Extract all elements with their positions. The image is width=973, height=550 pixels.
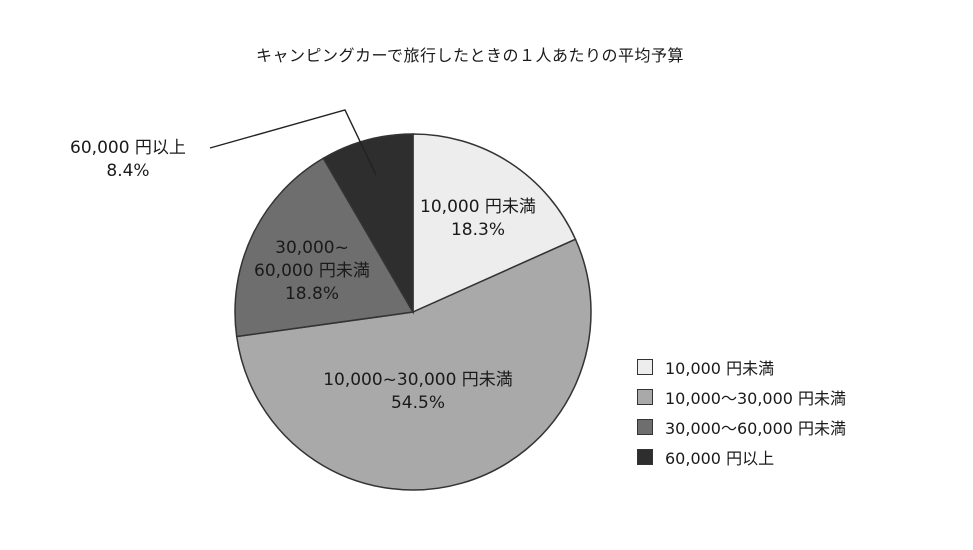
legend-item: 30,000〜60,000 円未満 (637, 412, 846, 442)
slice-label-line: 8.4% (106, 161, 149, 181)
slice-label: 60,000 円以上 8.4% (70, 138, 186, 181)
slice-label-line: 60,000 円以上 (70, 138, 186, 158)
legend-label: 10,000 円未満 (665, 359, 775, 378)
slice-label-line: 60,000 円未満 (254, 261, 370, 281)
slice-label-line: 10,000 円未満 (420, 197, 536, 217)
leader-line (209, 109, 377, 175)
pie-slice (234, 157, 415, 338)
slice-label-line: 18.3% (451, 220, 505, 240)
chart-title: キャンピングカーで旅行したときの１人あたりの平均予算 (255, 46, 685, 65)
legend-label: 10,000〜30,000 円未満 (665, 389, 847, 408)
legend-item: 10,000〜30,000 円未満 (637, 382, 846, 412)
legend-swatch (637, 449, 653, 465)
pie-slice (412, 133, 577, 314)
legend-swatch (637, 359, 653, 375)
legend-item: 10,000 円未満 (637, 352, 846, 382)
pie-slice (235, 238, 592, 491)
slice-label: 30,000~ 60,000 円未満 18.8% (254, 238, 370, 304)
slice-label: 10,000~30,000 円未満 54.5% (323, 370, 513, 413)
legend-swatch (637, 419, 653, 435)
legend-label: 30,000〜60,000 円未満 (665, 419, 847, 438)
slice-label-line: 30,000~ (275, 238, 349, 258)
slice-label-line: 54.5% (391, 393, 445, 413)
pie-slice (322, 133, 414, 315)
legend-swatch (637, 389, 653, 405)
slice-label: 10,000 円未満 18.3% (420, 197, 536, 240)
slice-label-line: 18.8% (285, 284, 339, 304)
slice-label-line: 10,000~30,000 円未満 (323, 370, 513, 390)
legend: 10,000 円未満 10,000〜30,000 円未満 30,000〜60,0… (637, 352, 846, 472)
legend-label: 60,000 円以上 (665, 449, 775, 468)
legend-item: 60,000 円以上 (637, 442, 846, 472)
